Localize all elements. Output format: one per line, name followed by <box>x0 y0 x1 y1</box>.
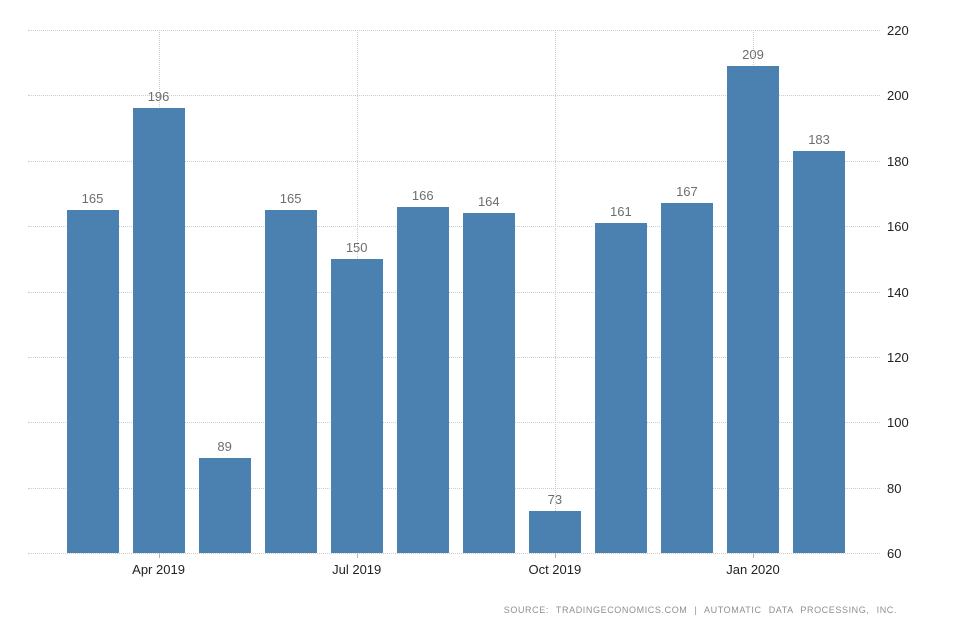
bar-9[interactable] <box>594 222 647 553</box>
h-gridline-80 <box>28 487 880 489</box>
y-tick-label-200: 200 <box>887 88 909 104</box>
y-tick-label-80: 80 <box>887 480 902 496</box>
x-tick-label-oct-2019: Oct 2019 <box>528 562 582 577</box>
bar-5[interactable] <box>330 258 383 553</box>
bar-value-label-9: 161 <box>610 203 632 219</box>
bar-value-label-8: 73 <box>547 491 563 507</box>
bar-1[interactable] <box>66 209 119 553</box>
bar-value-label-12: 183 <box>808 131 830 147</box>
h-gridline-160 <box>28 226 880 228</box>
x-tick-mark <box>356 553 358 558</box>
bar-value-label-1: 165 <box>81 190 104 206</box>
h-gridline-220 <box>28 30 880 31</box>
y-tick-label-220: 220 <box>887 23 909 38</box>
y-tick-label-120: 120 <box>887 349 909 365</box>
y-tick-label-160: 160 <box>887 219 909 235</box>
bar-value-label-4: 165 <box>279 190 302 206</box>
y-tick-label-180: 180 <box>887 153 909 169</box>
x-tick-label-jan-2020: Jan 2020 <box>726 562 780 577</box>
x-tick-label-jul-2019: Jul 2019 <box>332 562 382 577</box>
bar-11[interactable] <box>727 65 779 553</box>
h-gridline-140 <box>28 291 880 293</box>
h-gridline-100 <box>28 422 880 424</box>
x-tick-label-apr-2019: Apr 2019 <box>132 562 185 577</box>
bar-2[interactable] <box>132 108 185 553</box>
bar-value-label-10: 167 <box>676 184 698 200</box>
source-attribution: SOURCE: TRADINGECONOMICS.COM | AUTOMATIC… <box>503 605 897 615</box>
v-gridline-oct-2019 <box>554 30 556 553</box>
bar-value-label-2: 196 <box>147 89 170 105</box>
y-tick-label-140: 140 <box>887 284 909 300</box>
h-gridline-60 <box>28 553 880 554</box>
y-tick-label-60: 60 <box>887 546 902 561</box>
bar-3[interactable] <box>198 458 251 553</box>
x-tick-mark <box>554 553 556 558</box>
bar-4[interactable] <box>264 209 317 553</box>
bar-10[interactable] <box>660 203 713 553</box>
x-tick-mark <box>158 553 160 558</box>
bar-value-label-11: 209 <box>742 46 764 62</box>
bar-value-label-6: 166 <box>411 187 434 203</box>
bar-7[interactable] <box>462 213 515 553</box>
x-tick-mark <box>753 553 754 558</box>
bar-8[interactable] <box>528 510 581 553</box>
y-tick-label-100: 100 <box>887 415 909 431</box>
bar-12[interactable] <box>793 150 846 553</box>
bar-6[interactable] <box>396 206 449 553</box>
bar-value-label-3: 89 <box>217 439 232 455</box>
bar-value-label-7: 164 <box>477 194 500 210</box>
bar-value-label-5: 150 <box>345 239 368 255</box>
plot-area: 165 196 89 165 150 166 164 73 161 167 209 183 <box>28 30 880 554</box>
h-gridline-180 <box>28 160 880 162</box>
h-gridline-200 <box>28 95 880 97</box>
h-gridline-120 <box>28 356 880 358</box>
